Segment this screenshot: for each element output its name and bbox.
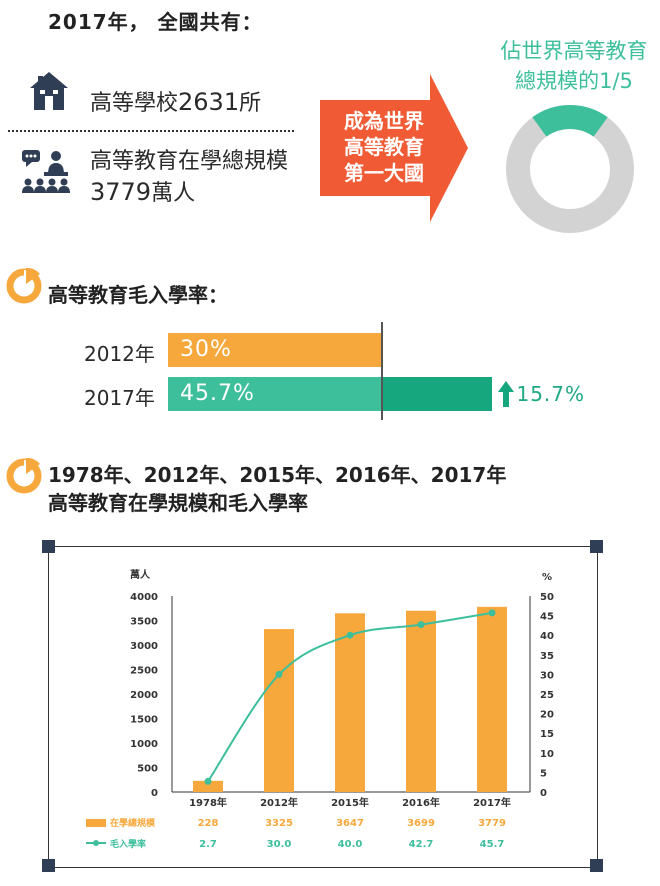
y2-axis-label: % — [542, 572, 552, 583]
line-point — [417, 621, 425, 629]
schools-label: 高等學校 — [90, 91, 179, 116]
frame-corner-br — [590, 859, 603, 872]
bar-data-label: 228 — [198, 818, 219, 829]
bar-data-label: 3647 — [336, 818, 364, 829]
bar — [264, 629, 294, 792]
line-series — [207, 611, 493, 782]
line-point — [346, 631, 354, 639]
line-data-label: 45.7 — [480, 839, 505, 850]
page-title: 2017年， 全國共有： — [48, 10, 263, 34]
bar-data-label: 3779 — [478, 818, 506, 829]
y-tick-label: 3500 — [130, 617, 158, 628]
frame-corner-tl — [42, 540, 55, 553]
y-axis-label: 萬人 — [130, 568, 151, 581]
baseline-marker — [381, 322, 383, 420]
line-data-label: 2.7 — [199, 839, 217, 850]
x-tick-label: 2012年 — [260, 796, 298, 809]
line-point — [488, 609, 496, 617]
y-tick-label: 3000 — [130, 641, 158, 652]
y2-tick-label: 25 — [540, 690, 554, 701]
line-point — [204, 777, 212, 785]
bar-data-label: 3699 — [407, 818, 435, 829]
gross-title: 高等教育毛入學率： — [48, 283, 228, 307]
arrow-line-2: 高等教育 — [344, 135, 424, 159]
arrow-text: 成為世界 高等教育 第一大國 — [322, 108, 446, 186]
y-tick-label: 500 — [137, 764, 158, 775]
arrow-shape — [320, 74, 468, 222]
bar — [335, 613, 365, 792]
y2-tick-label: 20 — [540, 710, 554, 721]
y-tick-label: 4000 — [130, 592, 158, 603]
enrollment-number: 3779 — [90, 178, 152, 206]
y2-tick-label: 30 — [540, 670, 554, 681]
arrow-line-3: 第一大國 — [344, 161, 424, 185]
divider — [8, 130, 294, 132]
donut-share — [506, 105, 634, 233]
schools-number: 2631 — [178, 88, 240, 116]
enrollment-stat-line2: 3779萬人 — [90, 178, 195, 208]
y2-tick-label: 0 — [540, 788, 547, 799]
donut-rest — [506, 105, 634, 233]
legend-bar-label: 在學總規模 — [110, 817, 156, 829]
y2-tick-label: 15 — [540, 729, 554, 740]
x-tick-label: 2015年 — [331, 796, 369, 809]
bar — [406, 610, 436, 792]
gross-bar-2012: 30% — [168, 333, 381, 367]
audience-icon — [22, 150, 70, 193]
y-tick-label: 2500 — [130, 666, 158, 677]
y-tick-label: 0 — [151, 788, 158, 799]
x-tick-label: 2016年 — [402, 796, 440, 809]
line-data-label: 30.0 — [267, 839, 292, 850]
pie-icon — [6, 268, 42, 304]
bar — [193, 780, 223, 792]
combo-chart: 0 500 1000 1500 2000 2500 3000 3500 4000 萬人 0 5 10 15… — [86, 568, 554, 850]
y-tick-label: 1000 — [130, 739, 158, 750]
y2-tick-label: 50 — [540, 592, 554, 603]
line-data-label: 40.0 — [338, 839, 363, 850]
y2-tick-label: 35 — [540, 651, 554, 662]
x-tick-label: 2017年 — [473, 796, 511, 809]
y2-tick-label: 10 — [540, 749, 554, 760]
gross-year-2012: 2012年 — [84, 342, 155, 366]
y-tick-label: 1500 — [130, 715, 158, 726]
share-donut — [506, 105, 634, 233]
gross-increase: 15.7% — [516, 382, 586, 406]
donut-label-line-1: 佔世界高等教育 — [500, 39, 648, 63]
pie-icon-2 — [6, 458, 42, 494]
legend-line-marker — [93, 840, 99, 846]
legend-bar-swatch — [86, 819, 106, 827]
y2-tick-label: 40 — [540, 631, 554, 642]
y2-tick-label: 45 — [540, 612, 554, 623]
y2-tick-label: 5 — [540, 768, 547, 779]
line-point — [275, 670, 283, 678]
gross-value-2012: 30% — [180, 337, 232, 362]
frame-corner-bl — [42, 859, 55, 872]
chart-frame — [48, 546, 598, 868]
donut-label: 佔世界高等教育 總規模的1/5 — [484, 36, 660, 96]
school-icon — [30, 72, 68, 110]
bar-data-label: 3325 — [265, 818, 293, 829]
y-tick-label: 2000 — [130, 690, 158, 701]
legend-line-label: 毛入學率 — [110, 838, 146, 850]
chart-title-line-1: 1978年、2012年、2015年、2016年、2017年 — [48, 463, 507, 487]
up-arrow-icon — [498, 381, 515, 407]
line-data-label: 42.7 — [409, 839, 434, 850]
gross-bar-2017: 45.7% — [168, 377, 381, 411]
gross-year-2017: 2017年 — [84, 386, 155, 410]
enrollment-stat-line1: 高等教育在學總規模 — [90, 149, 289, 174]
frame-corner-tr — [590, 540, 603, 553]
bar — [477, 606, 507, 792]
enrollment-unit: 萬人 — [151, 181, 196, 206]
arrow-line-1: 成為世界 — [344, 109, 424, 133]
schools-stat: 高等學校2631所 — [90, 88, 261, 118]
donut-label-line-2: 總規模的1/5 — [515, 69, 633, 93]
schools-unit: 所 — [239, 91, 262, 116]
x-tick-label: 1978年 — [189, 796, 227, 809]
chart-title-line-2: 高等教育在學規模和毛入學率 — [48, 491, 308, 515]
gross-value-2017: 45.7% — [180, 381, 255, 406]
gross-bar-increase — [381, 377, 493, 411]
